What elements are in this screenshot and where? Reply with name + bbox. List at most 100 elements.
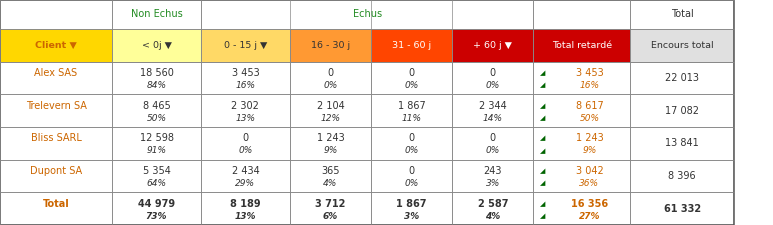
Text: 16 - 30 j: 16 - 30 j	[311, 41, 350, 50]
Bar	[201, 127, 290, 160]
Text: + 60 j ▼: + 60 j ▼	[473, 41, 512, 50]
Bar	[0, 127, 112, 160]
Text: ◢: ◢	[540, 70, 545, 76]
Text: 14%: 14%	[483, 114, 502, 123]
Bar	[630, 62, 734, 94]
Bar	[630, 127, 734, 160]
Bar	[201, 94, 290, 127]
Text: 0: 0	[490, 68, 495, 78]
Text: 0%: 0%	[238, 146, 253, 155]
Text: ◢: ◢	[540, 115, 545, 121]
Text: 16%: 16%	[236, 81, 255, 90]
Bar	[452, 62, 533, 94]
Text: 8 465: 8 465	[143, 101, 170, 111]
Bar	[201, 0, 533, 29]
Text: 18 560: 18 560	[140, 68, 173, 78]
Text: ◢: ◢	[540, 213, 545, 219]
Bar	[371, 29, 452, 62]
Text: 29%: 29%	[236, 179, 255, 188]
Text: 2 104: 2 104	[317, 101, 344, 111]
Text: 73%: 73%	[146, 212, 167, 221]
Text: 4%: 4%	[323, 179, 338, 188]
Bar	[533, 0, 630, 29]
Bar	[452, 192, 533, 225]
Text: 0%: 0%	[404, 81, 419, 90]
Text: 16 356: 16 356	[570, 199, 608, 209]
Text: 13%: 13%	[236, 114, 255, 123]
Bar	[630, 29, 734, 62]
Text: 0: 0	[490, 133, 495, 144]
Text: 84%: 84%	[147, 81, 166, 90]
Bar	[290, 62, 371, 94]
Bar	[112, 127, 201, 160]
Text: Total: Total	[671, 9, 693, 19]
Text: 31 - 60 j: 31 - 60 j	[392, 41, 431, 50]
Text: 9%: 9%	[323, 146, 338, 155]
Text: 5 354: 5 354	[142, 166, 171, 176]
Bar	[452, 127, 533, 160]
Text: 0 - 15 j ▼: 0 - 15 j ▼	[224, 41, 267, 50]
Bar	[452, 160, 533, 192]
Text: ◢: ◢	[540, 168, 545, 174]
Text: 0%: 0%	[404, 179, 419, 188]
Text: 36%: 36%	[580, 179, 599, 188]
Bar	[371, 94, 452, 127]
Text: 0: 0	[409, 68, 414, 78]
Text: 13 841: 13 841	[666, 138, 699, 148]
Text: Client ▼: Client ▼	[35, 41, 77, 50]
Text: 0: 0	[243, 133, 248, 144]
Text: 61 332: 61 332	[663, 204, 701, 214]
Bar	[533, 192, 630, 225]
Bar	[452, 29, 533, 62]
Text: 3 453: 3 453	[232, 68, 259, 78]
Bar	[371, 160, 452, 192]
Bar	[0, 192, 112, 225]
Text: 243: 243	[484, 166, 502, 176]
Bar	[290, 29, 371, 62]
Bar	[290, 192, 371, 225]
Text: ◢: ◢	[540, 180, 545, 187]
Bar	[630, 192, 734, 225]
Bar	[533, 62, 630, 94]
Text: Alex SAS: Alex SAS	[35, 68, 77, 78]
Text: 8 617: 8 617	[576, 101, 603, 111]
Bar	[112, 62, 201, 94]
Text: 3%: 3%	[404, 212, 419, 221]
Text: 1 243: 1 243	[576, 133, 603, 144]
Bar	[290, 127, 371, 160]
Bar	[0, 29, 112, 62]
Bar	[533, 127, 630, 160]
Text: Echus: Echus	[352, 9, 382, 19]
Text: Total retardé: Total retardé	[552, 41, 611, 50]
Text: 17 082: 17 082	[666, 106, 699, 116]
Text: ◢: ◢	[540, 201, 545, 207]
Bar	[630, 0, 734, 29]
Bar	[201, 62, 290, 94]
Text: 0%: 0%	[323, 81, 338, 90]
Text: 11%: 11%	[402, 114, 421, 123]
Text: 12%: 12%	[321, 114, 340, 123]
Text: ◢: ◢	[540, 103, 545, 109]
Bar	[112, 0, 201, 29]
Bar	[371, 62, 452, 94]
Text: 3%: 3%	[485, 179, 500, 188]
Bar	[112, 192, 201, 225]
Bar	[290, 160, 371, 192]
Text: 22 013: 22 013	[666, 73, 699, 83]
Text: 13%: 13%	[235, 212, 256, 221]
Bar	[452, 94, 533, 127]
Text: 8 396: 8 396	[669, 171, 696, 181]
Bar	[112, 29, 201, 62]
Bar	[112, 160, 201, 192]
Text: 6%: 6%	[323, 212, 338, 221]
Bar	[533, 29, 630, 62]
Bar	[201, 29, 290, 62]
Text: 1 867: 1 867	[398, 101, 425, 111]
Text: 0%: 0%	[485, 146, 500, 155]
Bar	[0, 0, 112, 29]
Text: ◢: ◢	[540, 148, 545, 154]
Bar	[290, 94, 371, 127]
Text: Non Echus: Non Echus	[131, 9, 182, 19]
Text: 8 189: 8 189	[230, 199, 261, 209]
Text: 16%: 16%	[580, 81, 599, 90]
